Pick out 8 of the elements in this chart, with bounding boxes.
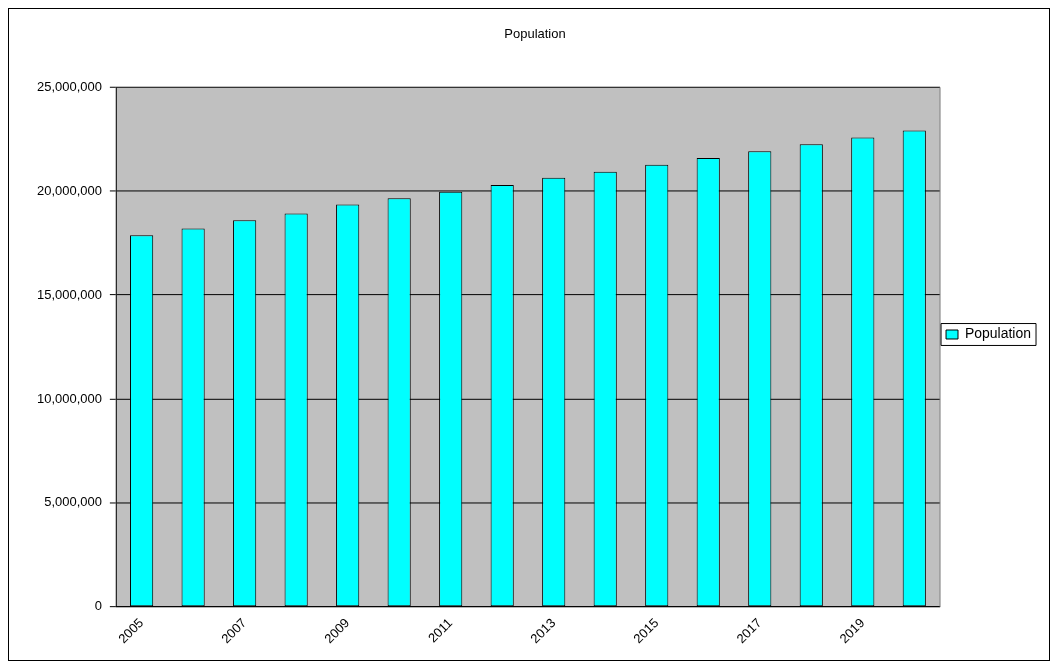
y-tick-label: 25,000,000 — [37, 78, 102, 94]
y-tick-label: 0 — [94, 598, 102, 614]
legend-label: Population — [965, 325, 1031, 342]
y-tick-label: 10,000,000 — [37, 390, 102, 406]
y-tick-label: 15,000,000 — [37, 286, 102, 302]
y-tick-label: 20,000,000 — [37, 182, 102, 198]
chart-title: Population — [504, 26, 566, 42]
y-tick-label: 5,000,000 — [44, 494, 102, 510]
